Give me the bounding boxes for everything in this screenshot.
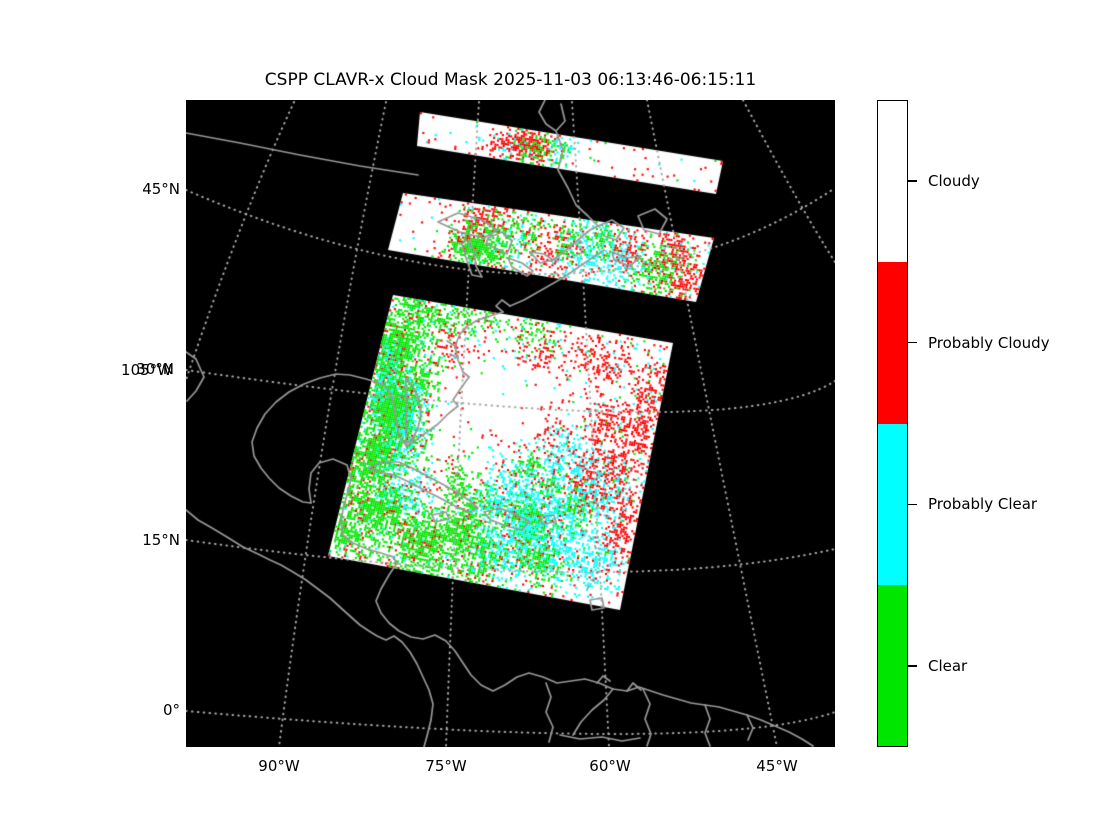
gridline-label-105w: 105°W — [121, 361, 172, 379]
map-canvas — [186, 100, 835, 747]
colorbar-label: Probably Cloudy — [928, 333, 1050, 352]
x-tick-label: 75°W — [425, 757, 467, 775]
colorbar-segment-probably-clear — [878, 423, 907, 585]
colorbar-tick — [908, 665, 917, 667]
colorbar-label: Probably Clear — [928, 495, 1038, 514]
x-tick-label: 45°W — [756, 757, 798, 775]
colorbar-tick — [908, 503, 917, 506]
y-tick-label: 15°N — [142, 531, 180, 549]
colorbar-segment-probably-cloudy — [878, 262, 907, 424]
colorbar-tick — [908, 341, 917, 344]
colorbar-tick — [908, 180, 917, 182]
colorbar — [877, 100, 908, 747]
plot-title: CSPP CLAVR-x Cloud Mask 2025-11-03 06:13… — [264, 70, 757, 90]
y-tick-label: 30°N — [136, 360, 174, 378]
y-tick-label: 45°N — [142, 180, 180, 198]
colorbar-segment-cloudy — [878, 101, 907, 263]
x-tick-label: 90°W — [258, 757, 300, 775]
colorbar-segment-clear — [878, 584, 907, 746]
colorbar-label: Cloudy — [928, 171, 980, 190]
y-tick-label: 0° — [162, 701, 180, 719]
colorbar-label: Clear — [928, 657, 968, 676]
x-tick-label: 60°W — [589, 757, 631, 775]
